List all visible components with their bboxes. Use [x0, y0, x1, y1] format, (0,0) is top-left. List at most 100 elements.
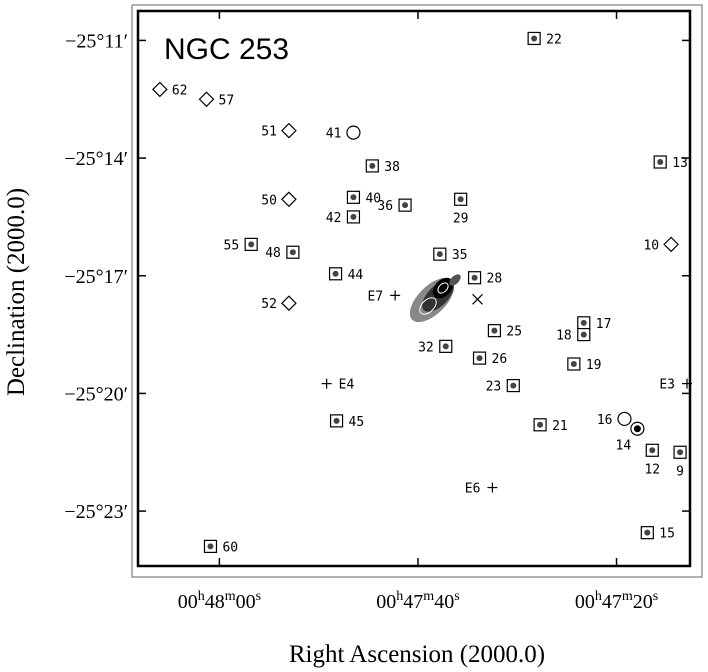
source-marker-50: 50: [261, 191, 297, 208]
source-blob: [531, 35, 538, 42]
source-marker-41: 41: [326, 125, 361, 142]
source-blob: [350, 194, 357, 201]
source-label: 22: [546, 32, 562, 47]
source-marker-29: 29: [453, 192, 469, 226]
source-marker-42: 42: [326, 210, 361, 226]
source-blob: [402, 202, 409, 209]
source-blob: [333, 417, 340, 424]
source-label: 16: [597, 413, 613, 428]
y-axis: −25°11′ −25°14′ −25°17′ −25°20′ −25°23′: [64, 30, 690, 523]
source-label: 52: [261, 297, 277, 312]
source-marker-44: 44: [328, 267, 364, 283]
chart-title: NGC 253: [164, 33, 289, 66]
source-blob: [471, 274, 478, 281]
source-blob: [677, 449, 684, 456]
source-marker-52: 52: [261, 295, 297, 312]
source-marker-12: 12: [644, 443, 660, 477]
source-marker-48: 48: [265, 245, 300, 261]
source-marker-10: 10: [643, 236, 679, 253]
source-label: 10: [643, 238, 659, 253]
plot-title: NGC 253: [164, 33, 289, 66]
x-tick-part: s: [256, 589, 261, 604]
galaxy-contours: [409, 274, 461, 323]
x-tick-part: 00: [376, 591, 396, 613]
source-label: 35: [452, 248, 468, 263]
x-axis: 00h48m00s 00h47m40s 00h47m20s: [178, 11, 658, 613]
source-marker-51: 51: [261, 122, 297, 140]
x-tick-part: m: [423, 589, 434, 604]
x-tick-part: s: [454, 589, 459, 604]
x-tick-part: s: [653, 589, 658, 604]
diamond-marker: [198, 91, 215, 108]
source-marker-13: 13: [653, 155, 688, 171]
x-tick-part: h: [595, 589, 602, 604]
source-label: E4: [339, 378, 355, 393]
source-label: E7: [367, 289, 383, 304]
circle-marker: [346, 125, 361, 140]
source-label: 28: [487, 272, 503, 287]
source-label: 36: [377, 199, 393, 214]
source-marker-E7: E7: [367, 289, 401, 304]
source-label: 23: [486, 380, 502, 395]
source-label: 55: [224, 238, 240, 253]
source-marker-E3: E3: [659, 378, 693, 393]
source-label: 51: [261, 125, 277, 140]
source-label: 13: [672, 156, 688, 171]
source-label: 32: [418, 340, 434, 355]
y-axis-title: Declination (2000.0): [3, 188, 30, 396]
source-blob: [649, 447, 656, 454]
diamond-marker: [663, 236, 679, 253]
source-label: 21: [552, 419, 568, 434]
source-label: 50: [261, 193, 277, 208]
diamond-marker: [151, 81, 168, 98]
source-label: E3: [659, 378, 675, 393]
source-blob: [537, 421, 544, 428]
x-tick-part: 20: [633, 591, 653, 613]
source-label: 25: [506, 325, 522, 340]
source-marker-22: 22: [527, 31, 562, 47]
source-marker-21: 21: [533, 418, 568, 434]
source-blob: [633, 425, 641, 433]
x-tick-part: 00: [178, 591, 198, 613]
y-tick-label: −25°20′: [64, 383, 128, 405]
source-markers: 9 10 12 13 14 15 16 17 18 19 21 22 23 25 26 28 29 32 35 36 3…: [151, 31, 693, 555]
source-marker-E6: E6: [465, 482, 498, 497]
source-marker-E4: E4: [321, 378, 355, 393]
source-blob: [580, 319, 587, 326]
x-tick-part: h: [396, 589, 403, 604]
source-marker-14: 14: [616, 421, 645, 454]
source-label: 44: [348, 268, 364, 283]
source-label: 45: [349, 415, 365, 430]
source-label: 12: [644, 462, 660, 477]
x-tick-label: 00h48m00s: [178, 589, 261, 613]
x-tick-part: 00: [236, 591, 256, 613]
y-tick-label: −25°11′: [65, 30, 128, 52]
source-marker-9: 9: [673, 445, 687, 479]
source-label: 19: [586, 358, 602, 373]
x-tick-part: m: [225, 589, 236, 604]
source-marker-32: 32: [418, 339, 453, 355]
source-marker-38: 38: [365, 159, 400, 175]
source-marker-55: 55: [224, 237, 258, 253]
x-tick-part: 47: [403, 591, 423, 613]
source-marker-25: 25: [487, 324, 522, 340]
x-axis-title: Right Ascension (2000.0): [289, 641, 545, 668]
source-label: 29: [453, 211, 469, 226]
source-marker-62: 62: [151, 81, 188, 98]
source-marker-40: 40: [346, 190, 381, 206]
source-blob: [580, 331, 587, 338]
x-tick-part: 00: [575, 591, 595, 613]
source-blob: [510, 382, 517, 389]
source-marker-60: 60: [203, 539, 238, 555]
plot-frame: [136, 9, 692, 568]
x-tick-part: m: [622, 589, 633, 604]
diamond-marker: [281, 191, 297, 208]
source-label: 42: [326, 211, 342, 226]
source-marker-nucleus: [472, 293, 483, 305]
source-marker-28: 28: [467, 271, 503, 287]
source-marker-26: 26: [472, 351, 507, 367]
source-label: 62: [172, 83, 188, 98]
source-blob: [207, 543, 214, 550]
source-marker-23: 23: [486, 378, 520, 395]
source-blob: [332, 270, 339, 277]
